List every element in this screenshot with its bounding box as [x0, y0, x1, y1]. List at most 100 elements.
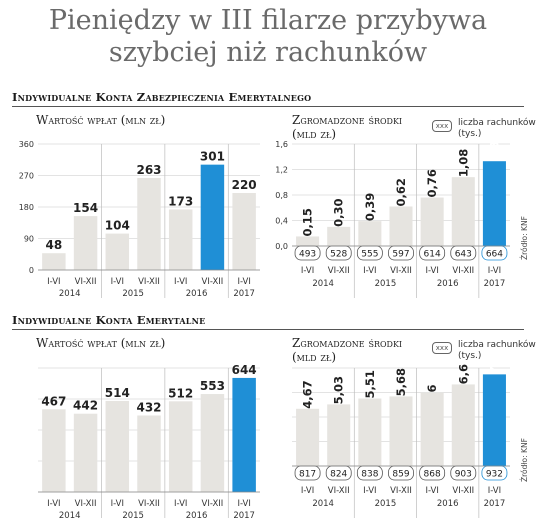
bar-value-label: 467 — [41, 394, 66, 408]
bar-value-label: 6,66 — [456, 364, 470, 384]
year-label: 2015 — [122, 289, 144, 299]
bar-value-label: 220 — [232, 178, 257, 192]
bar — [42, 253, 66, 270]
bar-value-label: 6 — [425, 384, 439, 392]
chart-ikze-payments: 0 90 180 270 360 48 I-VI 154 VI-XII 104 I-VI 263 VI-… — [19, 140, 260, 299]
category-label: I-VI — [111, 277, 124, 287]
bar-value-label: 0,30 — [332, 199, 346, 227]
bar — [200, 164, 225, 270]
legend-badge: xxx — [432, 342, 452, 354]
bar-value-label: 432 — [136, 400, 161, 414]
account-badge-label: 528 — [330, 250, 347, 260]
bar-value-label: 0,62 — [394, 178, 408, 206]
category-label: VI-XII — [390, 266, 412, 276]
legend-badge: xxx — [432, 120, 452, 132]
bar — [327, 404, 351, 466]
category-label: I-VI — [237, 277, 250, 287]
bar — [451, 177, 475, 246]
category-label: VI-XII — [138, 499, 160, 509]
category-label: I-VI — [111, 499, 124, 509]
category-label: I-VI — [301, 486, 314, 496]
section-title-ike: Indywidualne Konta Emerytalne — [12, 313, 206, 327]
category-label: I-VI — [488, 486, 501, 496]
category-label: I-VI — [174, 277, 187, 287]
y-tick-label: 0,4 — [275, 217, 288, 226]
category-label: VI-XII — [75, 277, 97, 287]
bar-value-label: 5,68 — [394, 368, 408, 396]
category-label: VI-XII — [202, 499, 224, 509]
source-note-2: Źródło: KNF — [520, 438, 529, 482]
y-tick-label: 180 — [19, 203, 34, 212]
legend-label: liczba rachunków (tys.) — [458, 118, 536, 139]
category-label: VI-XII — [75, 499, 97, 509]
chart-3-title: Wartość wpłat (mln zł) — [36, 336, 166, 350]
bar — [42, 409, 66, 492]
bar-value-label: 0,15 — [301, 208, 315, 236]
year-label: 2014 — [59, 289, 81, 299]
bar-value-label: 442 — [73, 399, 98, 413]
bar — [73, 216, 98, 270]
category-label: VI-XII — [328, 486, 350, 496]
y-tick-label: 1,2 — [275, 166, 288, 175]
bar-value-label: 7,48 — [487, 364, 501, 374]
bar-value-label: 173 — [168, 194, 193, 208]
category-label: I-VI — [488, 266, 501, 276]
year-label: 2016 — [437, 279, 459, 289]
bar — [232, 193, 256, 270]
y-tick-label: 360 — [19, 140, 34, 149]
bar — [232, 377, 256, 492]
y-tick-label: 0 — [29, 266, 34, 275]
year-label: 2014 — [312, 279, 334, 289]
bar-value-label: 1,08 — [456, 149, 470, 177]
chart-ike-payments: 467 I-VI 442 VI-XII 514 I-VI 432 VI-XII 512 I-VI 5… — [38, 364, 260, 520]
year-label: 2017 — [233, 511, 255, 520]
y-tick-label: 90 — [24, 235, 34, 244]
bar — [105, 233, 130, 270]
bar — [358, 398, 382, 466]
account-badge-label: 838 — [361, 470, 378, 480]
bar — [137, 177, 161, 270]
bar-value-label: 301 — [200, 150, 225, 164]
bar — [389, 206, 413, 246]
category-label: I-VI — [174, 499, 187, 509]
y-tick-label: 0,0 — [275, 242, 288, 251]
section-rule — [12, 329, 524, 330]
source-note-1: Źródło: KNF — [520, 216, 529, 260]
bar-value-label: 48 — [46, 238, 63, 252]
bar-value-label: 263 — [136, 163, 161, 177]
bar-value-label: 553 — [200, 379, 225, 393]
chart-2-title: Zgromadzone środki (mld zł) — [292, 113, 403, 141]
section-rule — [12, 106, 524, 107]
category-label: I-VI — [425, 266, 438, 276]
account-badge-label: 643 — [455, 250, 472, 260]
bar — [358, 221, 382, 246]
chart-1-title: Wartość wpłat (mln zł) — [36, 113, 166, 127]
account-badge-label: 664 — [486, 250, 503, 260]
bar-value-label: 512 — [168, 386, 193, 400]
account-badge-label: 614 — [424, 250, 441, 260]
account-badge-label: 555 — [361, 250, 378, 260]
category-label: VI-XII — [328, 266, 350, 276]
bar — [137, 415, 161, 492]
bar — [73, 413, 98, 492]
bar — [296, 408, 320, 466]
y-tick-label: 0,8 — [275, 191, 288, 200]
bar-value-label: 1,33 — [487, 140, 501, 161]
bar — [420, 392, 444, 466]
chart-ike-assets: 4,67 817 I-VI 5,03 824 VI-XII 5,51 838 I-VI 5,68 8… — [292, 364, 510, 518]
bar — [200, 394, 225, 492]
account-badge-label: 903 — [455, 470, 472, 480]
bar-value-label: 4,67 — [301, 380, 315, 408]
account-badge-label: 493 — [299, 250, 316, 260]
bar-value-label: 104 — [105, 219, 130, 233]
account-badge-label: 817 — [299, 470, 316, 480]
bar — [389, 396, 413, 466]
bar — [451, 384, 475, 466]
bar — [482, 161, 506, 246]
year-label: 2017 — [233, 289, 255, 299]
category-label: I-VI — [363, 266, 376, 276]
year-label: 2016 — [186, 289, 208, 299]
bar — [168, 401, 193, 492]
year-label: 2014 — [312, 499, 334, 509]
category-label: I-VI — [425, 486, 438, 496]
